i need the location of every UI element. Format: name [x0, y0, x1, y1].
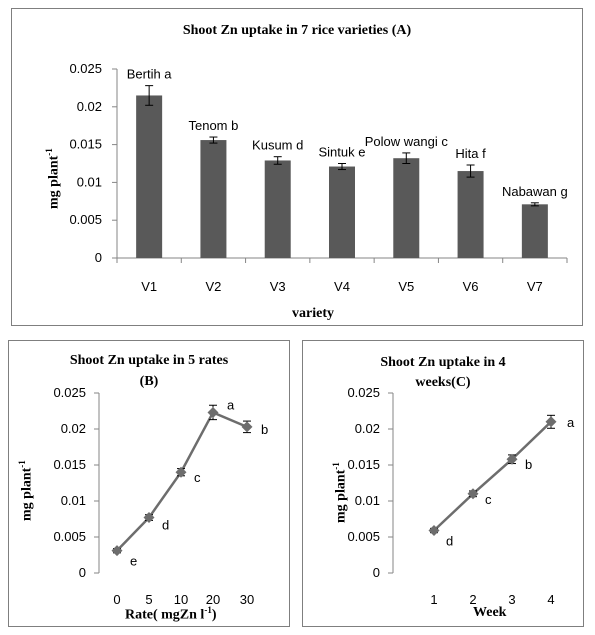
- chart-b-xlabel-end: ): [211, 607, 217, 623]
- chart-c-marker: [428, 525, 440, 537]
- chart-c-xtick-label: 2: [469, 592, 476, 607]
- chart-b-data-label: d: [162, 518, 169, 533]
- chart-c-data-label: c: [485, 492, 492, 507]
- chart-c-series-line: [433, 420, 552, 532]
- chart-c-ytick-label: 0.02: [355, 421, 380, 436]
- chart-c-data-label: d: [446, 534, 453, 549]
- chart-b-xtick-label: 5: [145, 592, 152, 607]
- chart-a-title: Shoot Zn uptake in 7 rice varieties (A): [182, 23, 412, 38]
- chart-a-ytick-label: 0.01: [77, 174, 102, 189]
- chart-b-xlabel-text: Rate( mgZn l: [125, 607, 205, 623]
- chart-a-data-label: Bertih a: [127, 67, 173, 82]
- chart-a-ytick-label: 0.005: [69, 212, 102, 227]
- chart-c-title: Shoot Zn uptake in 4: [380, 355, 506, 370]
- chart-b-xlabel-sup: -1: [204, 605, 212, 615]
- chart-a-data-label: Polow wangi c: [365, 134, 449, 149]
- chart-c-plot: 0 0.005 0.01 0.015 0.02 0.025 d 1 c 2 b 3 a 4: [347, 385, 575, 607]
- chart-c-xlabel: Week: [473, 605, 507, 620]
- chart-a-data-label: Kusum d: [252, 138, 303, 153]
- chart-a-bar: [264, 160, 291, 258]
- chart-b-title: Shoot Zn uptake in 5 rates: [69, 353, 229, 368]
- chart-c-marker: [545, 416, 557, 428]
- chart-c-ytick-label: 0.005: [347, 529, 380, 544]
- chart-b-xtick-label: 0: [113, 592, 120, 607]
- chart-a-bar: [329, 166, 355, 258]
- chart-a-xtick-label: V2: [205, 279, 221, 294]
- chart-a-bar: [457, 171, 484, 258]
- chart-b-marker: [207, 406, 219, 418]
- chart-a-data-label: Tenom b: [188, 118, 238, 133]
- chart-b-ytick-label: 0: [79, 565, 86, 580]
- chart-a-plot: 0 0.005 0.01 0.015 0.02 0.025 Bertih a V1 Tenom …: [69, 61, 568, 294]
- chart-b-xtick-label: 10: [174, 592, 188, 607]
- chart-a-ytick-label: 0.025: [69, 61, 102, 76]
- chart-a-bar: [521, 204, 548, 258]
- chart-b-plot: 0 0.005 0.01 0.015 0.02 0.025 e 0 d 5 c 10 a 20 b 30: [53, 385, 268, 607]
- chart-a-ytick-label: 0.02: [77, 99, 102, 114]
- chart-b-ytick-label: 0.015: [53, 457, 86, 472]
- chart-a-xtick-label: V3: [270, 279, 286, 294]
- chart-a-xtick-label: V1: [141, 279, 157, 294]
- chart-b-data-label: c: [194, 470, 201, 485]
- chart-a-xtick-label: V7: [527, 279, 543, 294]
- chart-b-ytick-label: 0.025: [53, 385, 86, 400]
- chart-panel-b: Shoot Zn uptake in 5 rates (B) mg plant-…: [8, 340, 290, 627]
- chart-b-ytick-label: 0.01: [61, 493, 86, 508]
- chart-c-title-line2: weeks(C): [415, 375, 471, 390]
- chart-b-xlabel: Rate( mgZn l-1): [125, 605, 217, 624]
- chart-a-ytick-label: 0: [95, 250, 102, 265]
- chart-b-marker: [143, 512, 155, 524]
- chart-b-data-label: a: [227, 397, 235, 412]
- chart-a-xtick-label: V6: [463, 279, 479, 294]
- chart-b-xtick-label: 30: [240, 592, 254, 607]
- chart-a-ytick-label: 0.015: [69, 137, 102, 152]
- chart-c-ytick-label: 0.015: [347, 457, 380, 472]
- chart-b-marker: [241, 421, 253, 433]
- chart-c-xtick-label: 4: [547, 592, 554, 607]
- chart-b-xtick-label: 20: [206, 592, 220, 607]
- chart-b-ytick-label: 0.005: [53, 529, 86, 544]
- chart-a-xtick-label: V5: [398, 279, 414, 294]
- chart-a-bar: [200, 140, 227, 258]
- chart-b-series-line: [116, 410, 248, 552]
- chart-c-marker: [467, 488, 479, 500]
- chart-b-marker: [111, 545, 123, 557]
- chart-c-ytick-label: 0.025: [347, 385, 380, 400]
- chart-a-xlabel: variety: [292, 306, 334, 321]
- chart-c-marker: [506, 453, 518, 465]
- chart-c-ytick-label: 0: [373, 565, 380, 580]
- chart-c-xtick-label: 1: [430, 592, 437, 607]
- chart-b-title-line2: (B): [139, 374, 159, 389]
- chart-c-xtick-label: 3: [508, 592, 515, 607]
- chart-b-data-label: b: [261, 422, 268, 437]
- chart-panel-a: Shoot Zn uptake in 7 rice varieties (A) …: [11, 8, 583, 326]
- chart-a-data-label: Nabawan g: [502, 184, 568, 199]
- chart-b-ytick-label: 0.02: [61, 421, 86, 436]
- chart-a-bar: [136, 95, 163, 259]
- chart-panel-c: Shoot Zn uptake in 4 weeks(C) mg plant-1…: [302, 340, 584, 627]
- chart-a-data-label: Hita f: [455, 146, 486, 161]
- chart-c-ytick-label: 0.01: [355, 493, 380, 508]
- chart-b-data-label: e: [130, 554, 137, 569]
- chart-a-bar: [393, 158, 420, 258]
- chart-a-xtick-label: V4: [334, 279, 350, 294]
- chart-b-marker: [175, 466, 187, 478]
- chart-c-data-label: a: [567, 415, 575, 430]
- chart-a-data-label: Sintuk e: [319, 145, 366, 160]
- chart-c-data-label: b: [525, 457, 532, 472]
